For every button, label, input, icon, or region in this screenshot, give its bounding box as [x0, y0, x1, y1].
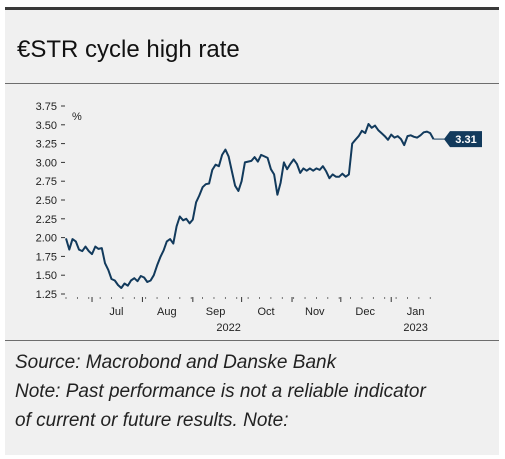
- x-tick-label: Nov: [305, 306, 325, 318]
- notes-divider: [5, 340, 499, 341]
- y-tick-label: 2.50: [36, 195, 57, 207]
- notes-block: Source: Macrobond and Danske Bank Note: …: [15, 348, 495, 435]
- end-value-badge: [444, 131, 482, 148]
- y-tick-label: 2.00: [36, 233, 57, 245]
- x-axis: Jul Aug Sep Oct Nov Dec Jan 2022 2023: [65, 297, 431, 334]
- x-tick-label: Sep: [206, 306, 226, 318]
- top-rule: [5, 7, 499, 10]
- y-tick-label: 1.25: [36, 289, 57, 301]
- y-tick-label: 2.75: [36, 176, 57, 188]
- x-year-label: 2022: [216, 322, 240, 334]
- note-line: Note: Past performance is not a reliable…: [15, 381, 426, 402]
- x-tick-label: Aug: [157, 306, 177, 318]
- y-tick-label: 1.75: [36, 251, 57, 263]
- plot-area: 3.31: [65, 123, 482, 289]
- y-tick-label: 3.25: [36, 139, 57, 151]
- y-tick-label: 1.50: [36, 270, 57, 282]
- y-tick-label: 3.50: [36, 120, 57, 132]
- title-divider: [5, 83, 499, 84]
- y-tick-label: 3.75: [36, 101, 57, 113]
- chart-card: €STR cycle high rate 1.25 1.50 1.75 2.00 2.2…: [5, 7, 499, 455]
- chart-title: €STR cycle high rate: [17, 36, 240, 63]
- x-tick-label: Oct: [257, 306, 274, 318]
- y-tick-label: 2.25: [36, 214, 57, 226]
- source-text: Source: Macrobond and Danske Bank: [15, 352, 337, 373]
- note-line: of current or future results. Note:: [15, 410, 289, 431]
- x-tick-label: Jan: [407, 306, 425, 318]
- x-year-label: 2023: [403, 322, 427, 334]
- series-line: [65, 123, 435, 289]
- end-value-label: 3.31: [455, 134, 476, 146]
- x-tick-label: Dec: [355, 306, 375, 318]
- rate-line-chart: 1.25 1.50 1.75 2.00 2.25 2.50 2.75 3.00 3.25 3.50…: [36, 101, 482, 334]
- y-axis: 1.25 1.50 1.75 2.00 2.25 2.50 2.75 3.00 3.25 3.50…: [36, 101, 82, 301]
- y-tick-label: 3.00: [36, 157, 57, 169]
- x-tick-label: Jul: [109, 306, 123, 318]
- y-axis-unit: %: [72, 111, 82, 123]
